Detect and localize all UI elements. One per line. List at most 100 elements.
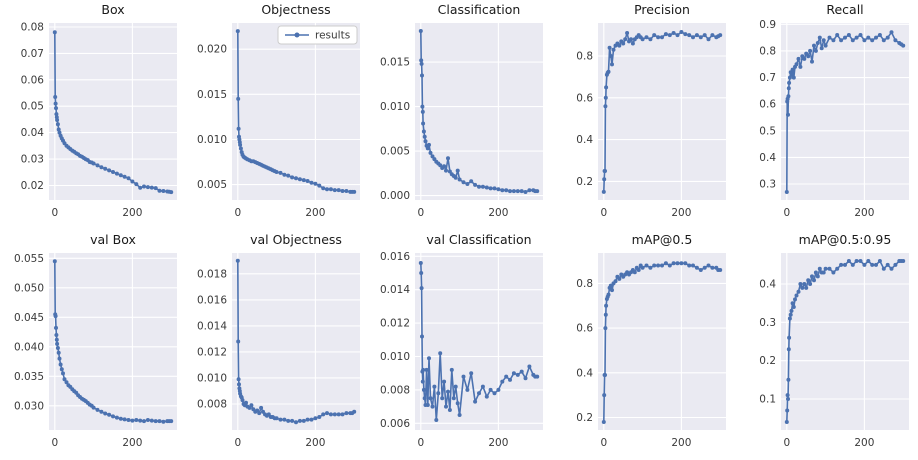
y-tick-label: 0.5: [759, 125, 776, 137]
y-tick-label: 0.018: [197, 268, 227, 280]
subplot-recall: 0.3 0.4 0.5 0.6 0.7 0.8 0.9 0 200 Recall: [734, 0, 917, 230]
subplot-val-classification: 0.006 0.008 0.010 0.012 0.014 0.016 0 200 val Cl…: [368, 230, 551, 460]
y-tick-label: 0.005: [380, 146, 410, 158]
y-tick-label: 0.008: [380, 384, 410, 396]
subplot-val-box: 0.030 0.035 0.040 0.045 0.050 0.055 0 200 val Bo…: [2, 230, 185, 460]
y-tick-label: 0.010: [197, 372, 227, 384]
x-tick-label: 200: [488, 207, 508, 219]
y-tick-label: 0.6: [759, 99, 776, 111]
y-tick-label: 0.050: [14, 282, 44, 294]
subplot-precision: 0.2 0.4 0.6 0.8 0 200 Precision: [551, 0, 734, 230]
legend-marker: [294, 32, 300, 38]
y-tick-label: 0.04: [21, 127, 45, 139]
x-tick-label: 0: [783, 207, 790, 219]
y-tick-label: 0.010: [197, 134, 227, 146]
y-tick-label: 0.045: [14, 312, 44, 324]
data-markers: [601, 30, 723, 194]
x-tick-label: 200: [488, 437, 508, 449]
chart-canvas-classification: 0.000 0.005 0.010 0.015 0 200 Classification: [380, 2, 543, 219]
subplot-classification: 0.000 0.005 0.010 0.015 0 200 Classification: [368, 0, 551, 230]
legend-label: results: [315, 30, 350, 42]
data-markers: [784, 259, 906, 424]
x-tick-label: 200: [122, 207, 142, 219]
chart-title: Precision: [634, 2, 690, 17]
axes-background: [598, 253, 726, 430]
chart-canvas-map05-095: 0.1 0.2 0.3 0.4 0 200 mAP@0.5:0.95: [759, 232, 909, 449]
chart-canvas-map05: 0.2 0.4 0.6 0.8 0 200 mAP@0.5: [576, 232, 726, 449]
y-tick-label: 0.016: [380, 251, 410, 263]
chart-title: val Box: [90, 232, 136, 247]
y-tick-label: 0.015: [197, 89, 227, 101]
y-tick-label: 0.8: [759, 45, 776, 57]
chart-canvas-objectness: 0.005 0.010 0.015 0.020 0 200 Objectness result…: [197, 2, 360, 219]
x-tick-label: 0: [51, 207, 58, 219]
chart-canvas-box: 0.02 0.03 0.04 0.05 0.06 0.07 0.08 0 200 Box: [21, 2, 177, 219]
chart-title: val Classification: [426, 232, 531, 247]
y-tick-label: 0.3: [759, 179, 776, 191]
y-tick-label: 0.06: [21, 74, 45, 86]
data-markers: [52, 30, 174, 195]
y-tick-label: 0.4: [576, 367, 593, 379]
y-tick-label: 0.8: [576, 278, 593, 290]
data-markers: [418, 29, 540, 194]
chart-canvas-val-objectness: 0.008 0.010 0.012 0.014 0.016 0.018 0 200 val Ob…: [197, 232, 360, 449]
x-tick-label: 0: [234, 207, 241, 219]
axes-background: [781, 23, 909, 200]
x-tick-label: 0: [783, 437, 790, 449]
axes-background: [781, 253, 909, 430]
y-tick-label: 0.7: [759, 72, 776, 84]
y-tick-label: 0.030: [14, 400, 44, 412]
subplot-map05-095: 0.1 0.2 0.3 0.4 0 200 mAP@0.5:0.95: [734, 230, 917, 460]
y-tick-label: 0.055: [14, 253, 44, 265]
chart-title: Objectness: [261, 2, 330, 17]
y-tick-label: 0.8: [576, 51, 593, 63]
axes-background: [598, 23, 726, 200]
y-tick-label: 0.4: [759, 152, 776, 164]
y-tick-label: 0.040: [14, 341, 44, 353]
y-tick-label: 0.012: [197, 346, 227, 358]
chart-title: mAP@0.5: [632, 232, 693, 247]
y-tick-label: 0.3: [759, 317, 776, 329]
x-tick-label: 0: [51, 437, 58, 449]
data-markers: [418, 261, 540, 422]
chart-title: mAP@0.5:0.95: [799, 232, 892, 247]
y-tick-label: 0.014: [380, 284, 410, 296]
x-tick-label: 200: [854, 207, 874, 219]
legend: results: [277, 25, 358, 45]
y-tick-label: 0.012: [380, 318, 410, 330]
axes-background: [232, 253, 360, 430]
axes-background: [49, 253, 177, 430]
y-tick-label: 0.4: [759, 279, 776, 291]
subplot-objectness: 0.005 0.010 0.015 0.020 0 200 Objectness result…: [185, 0, 368, 230]
subplot-box: 0.02 0.03 0.04 0.05 0.06 0.07 0.08 0 200 Box: [2, 0, 185, 230]
y-tick-label: 0.4: [576, 134, 593, 146]
y-tick-label: 0.006: [380, 418, 410, 430]
y-tick-label: 0.03: [21, 154, 44, 166]
x-tick-label: 200: [305, 437, 325, 449]
y-tick-label: 0.2: [759, 355, 776, 367]
y-tick-label: 0.6: [576, 92, 593, 104]
x-tick-label: 0: [417, 207, 424, 219]
y-tick-label: 0.07: [21, 48, 44, 60]
x-tick-label: 200: [122, 437, 142, 449]
y-tick-label: 0.010: [380, 101, 410, 113]
chart-canvas-val-classification: 0.006 0.008 0.010 0.012 0.014 0.016 0 200 val Cl…: [380, 232, 543, 449]
x-tick-label: 200: [671, 207, 691, 219]
axes-background: [415, 23, 543, 200]
data-markers: [52, 259, 174, 424]
data-markers: [784, 30, 906, 194]
x-tick-label: 200: [671, 437, 691, 449]
chart-canvas-precision: 0.2 0.4 0.6 0.8 0 200 Precision: [576, 2, 726, 219]
subplot-val-objectness: 0.008 0.010 0.012 0.014 0.016 0.018 0 200 val Ob…: [185, 230, 368, 460]
chart-title: Box: [101, 2, 124, 17]
chart-title: Classification: [438, 2, 521, 17]
x-tick-label: 0: [600, 437, 607, 449]
y-tick-label: 0.010: [380, 351, 410, 363]
y-tick-label: 0.6: [576, 323, 593, 335]
x-tick-label: 200: [305, 207, 325, 219]
chart-title: val Objectness: [250, 232, 342, 247]
chart-canvas-recall: 0.3 0.4 0.5 0.6 0.7 0.8 0.9 0 200 Recall: [759, 2, 909, 219]
y-tick-label: 0.2: [576, 412, 593, 424]
x-tick-label: 0: [600, 207, 607, 219]
